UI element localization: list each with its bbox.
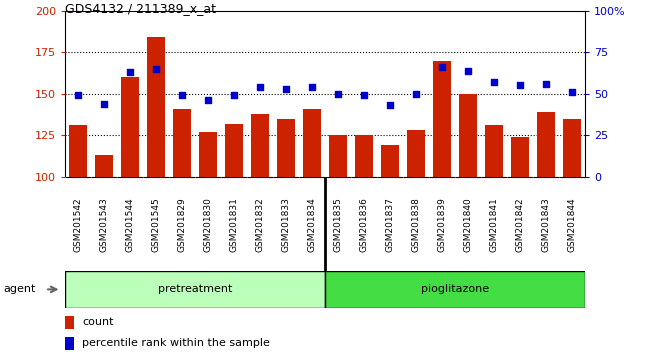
Text: agent: agent <box>3 284 36 295</box>
Point <box>489 79 499 85</box>
Bar <box>355 135 373 177</box>
Point <box>411 91 421 97</box>
Point <box>177 93 187 98</box>
Bar <box>277 119 295 177</box>
Point <box>203 98 213 103</box>
Bar <box>225 124 243 177</box>
Bar <box>65 316 74 329</box>
Bar <box>563 119 581 177</box>
Text: GSM201836: GSM201836 <box>359 197 369 252</box>
Text: GSM201834: GSM201834 <box>307 198 317 252</box>
Text: GSM201841: GSM201841 <box>489 198 499 252</box>
Point <box>99 101 109 107</box>
Bar <box>95 155 113 177</box>
Point <box>125 69 135 75</box>
Text: count: count <box>82 317 114 327</box>
Text: GSM201830: GSM201830 <box>203 197 213 252</box>
Bar <box>485 125 503 177</box>
Point <box>359 93 369 98</box>
Bar <box>381 145 399 177</box>
Text: GSM201831: GSM201831 <box>229 197 239 252</box>
Bar <box>329 135 347 177</box>
Bar <box>121 77 139 177</box>
Text: GSM201843: GSM201843 <box>541 198 551 252</box>
Bar <box>65 337 74 350</box>
Point <box>437 64 447 70</box>
Text: GSM201839: GSM201839 <box>437 197 447 252</box>
Text: GSM201829: GSM201829 <box>177 198 187 252</box>
Text: GSM201840: GSM201840 <box>463 198 473 252</box>
Point <box>541 81 551 87</box>
Bar <box>147 37 165 177</box>
Bar <box>459 94 477 177</box>
Bar <box>65 271 325 308</box>
Text: GSM201544: GSM201544 <box>125 198 135 252</box>
Point <box>229 93 239 98</box>
Bar <box>173 109 191 177</box>
Bar <box>69 125 87 177</box>
Text: GSM201842: GSM201842 <box>515 198 525 252</box>
Point <box>73 93 83 98</box>
Point <box>255 84 265 90</box>
Point <box>567 89 577 95</box>
Bar <box>407 130 425 177</box>
Text: GSM201545: GSM201545 <box>151 198 161 252</box>
Bar <box>433 61 451 177</box>
Bar <box>325 271 585 308</box>
Text: GSM201543: GSM201543 <box>99 198 109 252</box>
Point <box>385 103 395 108</box>
Bar <box>199 132 217 177</box>
Point <box>515 82 525 88</box>
Text: GDS4132 / 211389_x_at: GDS4132 / 211389_x_at <box>65 2 216 15</box>
Bar <box>511 137 529 177</box>
Point <box>281 86 291 92</box>
Bar <box>303 109 321 177</box>
Point <box>307 84 317 90</box>
Text: GSM201542: GSM201542 <box>73 198 83 252</box>
Point <box>151 66 161 72</box>
Text: GSM201835: GSM201835 <box>333 197 343 252</box>
Point <box>463 68 473 73</box>
Text: percentile rank within the sample: percentile rank within the sample <box>82 338 270 348</box>
Point <box>333 91 343 97</box>
Text: pretreatment: pretreatment <box>158 284 232 295</box>
Text: GSM201838: GSM201838 <box>411 197 421 252</box>
Text: GSM201833: GSM201833 <box>281 197 291 252</box>
Bar <box>537 112 555 177</box>
Text: GSM201844: GSM201844 <box>567 198 577 252</box>
Bar <box>251 114 269 177</box>
Text: GSM201837: GSM201837 <box>385 197 395 252</box>
Text: GSM201832: GSM201832 <box>255 198 265 252</box>
Text: pioglitazone: pioglitazone <box>421 284 489 295</box>
